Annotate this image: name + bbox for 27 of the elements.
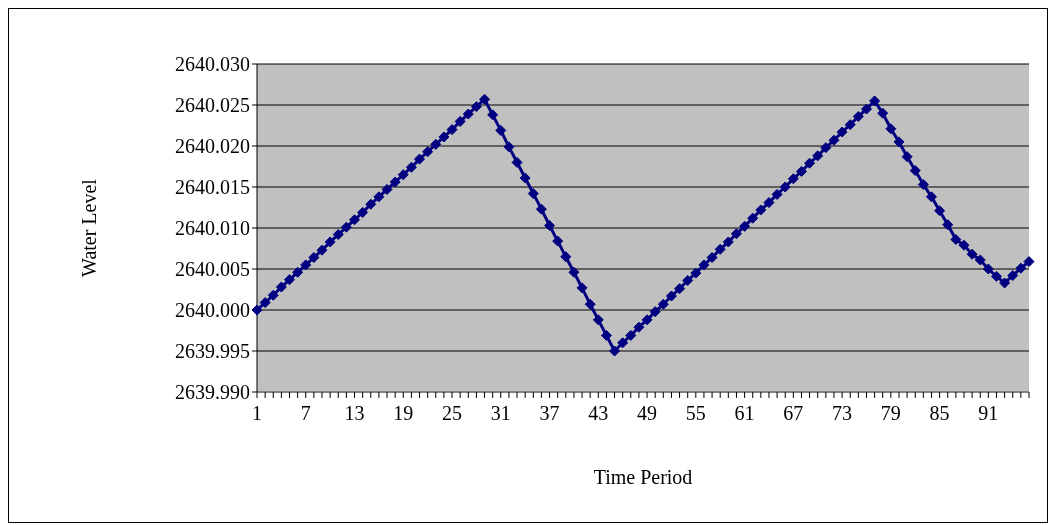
x-tick-label: 67 bbox=[783, 402, 804, 425]
x-axis-title: Time Period bbox=[593, 466, 693, 488]
x-tick-label: 91 bbox=[978, 402, 999, 425]
x-tick-label: 55 bbox=[685, 402, 706, 425]
y-tick-label: 2640.005 bbox=[175, 258, 250, 281]
y-tick-label: 2639.995 bbox=[175, 340, 250, 363]
y-tick-label: 2640.010 bbox=[175, 217, 250, 240]
x-tick-label: 79 bbox=[880, 402, 901, 425]
y-tick-label: 2640.020 bbox=[175, 135, 250, 158]
y-tick-label: 2640.030 bbox=[175, 53, 250, 76]
x-tick-label: 49 bbox=[637, 402, 658, 425]
x-tick-label: 1 bbox=[252, 402, 262, 425]
x-tick-label: 73 bbox=[832, 402, 853, 425]
y-tick-label: 2640.025 bbox=[175, 94, 250, 117]
x-tick-label: 13 bbox=[344, 402, 365, 425]
y-tick-label: 2640.015 bbox=[175, 176, 250, 199]
x-tick-label: 25 bbox=[442, 402, 463, 425]
y-tick-label: 2640.000 bbox=[175, 299, 250, 322]
x-tick-label: 7 bbox=[300, 402, 311, 425]
x-tick-label: 61 bbox=[734, 402, 755, 425]
y-axis-title: Water Level bbox=[78, 178, 101, 277]
x-tick-label: 85 bbox=[929, 402, 950, 425]
x-tick-label: 31 bbox=[490, 402, 511, 425]
x-tick-label: 43 bbox=[588, 402, 609, 425]
y-tick-label: 2639.990 bbox=[175, 381, 250, 404]
x-tick-label: 19 bbox=[393, 402, 414, 425]
x-tick-label: 37 bbox=[539, 402, 560, 425]
